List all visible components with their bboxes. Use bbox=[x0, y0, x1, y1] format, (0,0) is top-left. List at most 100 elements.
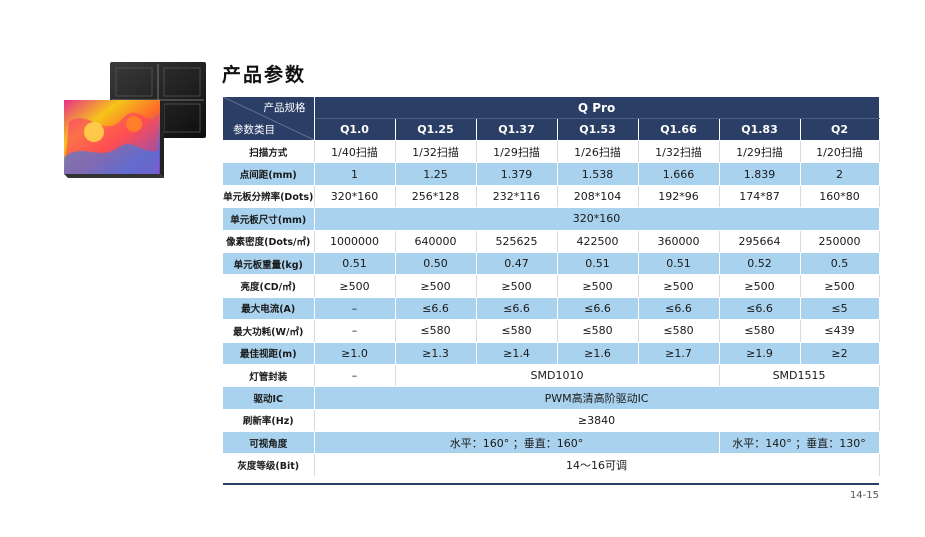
table-cell-merged: ≥3840 bbox=[314, 409, 880, 433]
table-cell-merged: 水平：160° ；垂直：160° bbox=[314, 431, 720, 455]
table-row: 最大功耗(W/㎡) – ≤580 ≤580 ≤580 ≤580 ≤580 ≤43… bbox=[223, 319, 880, 343]
table-cell: ≤439 bbox=[800, 319, 880, 343]
table-cell: 0.50 bbox=[395, 252, 477, 276]
table-row: 扫描方式 1/40扫描 1/32扫描 1/29扫描 1/26扫描 1/32扫描 … bbox=[223, 140, 880, 164]
table-bottom-rule bbox=[223, 483, 879, 485]
table-cell: 1000000 bbox=[314, 230, 396, 253]
table-row: 单元板分辨率(Dots) 320*160 256*128 232*116 208… bbox=[223, 185, 880, 209]
table-cell: 640000 bbox=[395, 230, 477, 253]
column-header: Q1.0 bbox=[314, 118, 396, 141]
table-cell: 1.839 bbox=[719, 162, 801, 186]
table-cell: ≥500 bbox=[557, 274, 639, 298]
table-cell: 192*96 bbox=[638, 185, 720, 209]
table-cell: ≥1.6 bbox=[557, 342, 639, 365]
page-number: 14-15 bbox=[849, 490, 879, 501]
row-label: 最佳视距(m) bbox=[223, 342, 315, 365]
table-row: 刷新率(Hz) ≥3840 bbox=[223, 409, 880, 433]
table-cell-merged: 水平：140° ；垂直：130° bbox=[719, 431, 880, 455]
table-cell-merged: SMD1515 bbox=[719, 364, 880, 388]
column-header: Q1.37 bbox=[476, 118, 558, 141]
table-cell: 360000 bbox=[638, 230, 720, 253]
table-row: 驱动IC PWM高清高阶驱动IC bbox=[223, 386, 880, 410]
table-cell: ≤580 bbox=[476, 319, 558, 343]
table-cell: 2 bbox=[800, 162, 880, 186]
column-header: Q1.25 bbox=[395, 118, 477, 141]
row-label: 灯管封装 bbox=[223, 364, 315, 388]
table-cell: ≥1.3 bbox=[395, 342, 477, 365]
row-label: 单元板尺寸(mm) bbox=[223, 207, 315, 231]
table-cell: – bbox=[314, 297, 396, 321]
header-row-columns: Q1.0 Q1.25 Q1.37 Q1.53 Q1.66 Q1.83 Q2 bbox=[223, 118, 880, 141]
table-cell: ≥500 bbox=[800, 274, 880, 298]
table-cell: 0.51 bbox=[557, 252, 639, 276]
row-label: 灰度等级(Bit) bbox=[223, 453, 315, 477]
table-cell: 0.52 bbox=[719, 252, 801, 276]
table-cell: 1/20扫描 bbox=[800, 140, 880, 164]
row-label: 像素密度(Dots/㎡) bbox=[223, 230, 315, 253]
table-cell: 422500 bbox=[557, 230, 639, 253]
table-row: 单元板重量(kg) 0.51 0.50 0.47 0.51 0.51 0.52 … bbox=[223, 252, 880, 276]
table-cell: 0.51 bbox=[638, 252, 720, 276]
table-cell: 1.379 bbox=[476, 162, 558, 186]
table-cell: 1/29扫描 bbox=[719, 140, 801, 164]
table-cell: 525625 bbox=[476, 230, 558, 253]
table-cell: ≥500 bbox=[638, 274, 720, 298]
table-cell: 1.666 bbox=[638, 162, 720, 186]
table-cell-merged: SMD1010 bbox=[395, 364, 720, 388]
table-row: 最大电流(A) – ≤6.6 ≤6.6 ≤6.6 ≤6.6 ≤6.6 ≤5 bbox=[223, 297, 880, 321]
table-cell-merged: 14～16可调 bbox=[314, 453, 880, 477]
table-cell: 208*104 bbox=[557, 185, 639, 209]
header-diagonal-cell: 产品规格 参数类目 bbox=[223, 97, 315, 141]
table-cell: ≤6.6 bbox=[719, 297, 801, 321]
table-cell: 1.538 bbox=[557, 162, 639, 186]
table-cell: 0.5 bbox=[800, 252, 880, 276]
table-row: 点间距(mm) 1 1.25 1.379 1.538 1.666 1.839 2 bbox=[223, 162, 880, 186]
table-cell: ≥1.7 bbox=[638, 342, 720, 365]
table-cell: ≤6.6 bbox=[395, 297, 477, 321]
table-row: 可视角度 水平：160° ；垂直：160° 水平：140° ；垂直：130° bbox=[223, 431, 880, 455]
table-cell: 1/40扫描 bbox=[314, 140, 396, 164]
table-cell: 1 bbox=[314, 162, 396, 186]
row-label: 亮度(CD/㎡) bbox=[223, 274, 315, 298]
row-label: 点间距(mm) bbox=[223, 162, 315, 186]
table-cell: – bbox=[314, 364, 396, 388]
table-cell: ≥500 bbox=[476, 274, 558, 298]
table-row: 灯管封装 – SMD1010 SMD1515 bbox=[223, 364, 880, 388]
row-label: 最大功耗(W/㎡) bbox=[223, 319, 315, 343]
table-cell: ≥2 bbox=[800, 342, 880, 365]
table-cell: 232*116 bbox=[476, 185, 558, 209]
table-cell-merged: 320*160 bbox=[314, 207, 880, 231]
table-cell: ≥500 bbox=[719, 274, 801, 298]
model-name: Q Pro bbox=[314, 97, 880, 119]
table-row: 最佳视距(m) ≥1.0 ≥1.3 ≥1.4 ≥1.6 ≥1.7 ≥1.9 ≥2 bbox=[223, 342, 880, 365]
table-cell: ≤5 bbox=[800, 297, 880, 321]
table-cell: 1/32扫描 bbox=[638, 140, 720, 164]
diag-top-label: 产品规格 bbox=[263, 102, 306, 114]
column-header: Q1.83 bbox=[719, 118, 801, 141]
table-cell: ≤6.6 bbox=[638, 297, 720, 321]
table-row: 亮度(CD/㎡) ≥500 ≥500 ≥500 ≥500 ≥500 ≥500 ≥… bbox=[223, 274, 880, 298]
table-cell: 0.51 bbox=[314, 252, 396, 276]
row-label: 单元板分辨率(Dots) bbox=[223, 185, 315, 209]
table-row: 灰度等级(Bit) 14～16可调 bbox=[223, 453, 880, 477]
table-cell: ≥1.0 bbox=[314, 342, 396, 365]
table-cell: – bbox=[314, 319, 396, 343]
table-cell: 256*128 bbox=[395, 185, 477, 209]
table-cell: ≤580 bbox=[638, 319, 720, 343]
row-label: 扫描方式 bbox=[223, 140, 315, 164]
table-cell: 174*87 bbox=[719, 185, 801, 209]
table-cell: ≤580 bbox=[557, 319, 639, 343]
table-cell: ≥1.9 bbox=[719, 342, 801, 365]
diag-bottom-label: 参数类目 bbox=[233, 124, 275, 136]
column-header: Q1.66 bbox=[638, 118, 720, 141]
table-cell: ≤580 bbox=[395, 319, 477, 343]
table-cell: 295664 bbox=[719, 230, 801, 253]
column-header: Q2 bbox=[800, 118, 880, 141]
row-label: 可视角度 bbox=[223, 431, 315, 455]
page-title: 产品参数 bbox=[222, 64, 307, 86]
row-label: 驱动IC bbox=[223, 386, 315, 410]
table-cell-merged: PWM高清高阶驱动IC bbox=[314, 386, 880, 410]
table-row: 单元板尺寸(mm) 320*160 bbox=[223, 207, 880, 231]
table-cell: 320*160 bbox=[314, 185, 396, 209]
table-cell: ≤6.6 bbox=[476, 297, 558, 321]
